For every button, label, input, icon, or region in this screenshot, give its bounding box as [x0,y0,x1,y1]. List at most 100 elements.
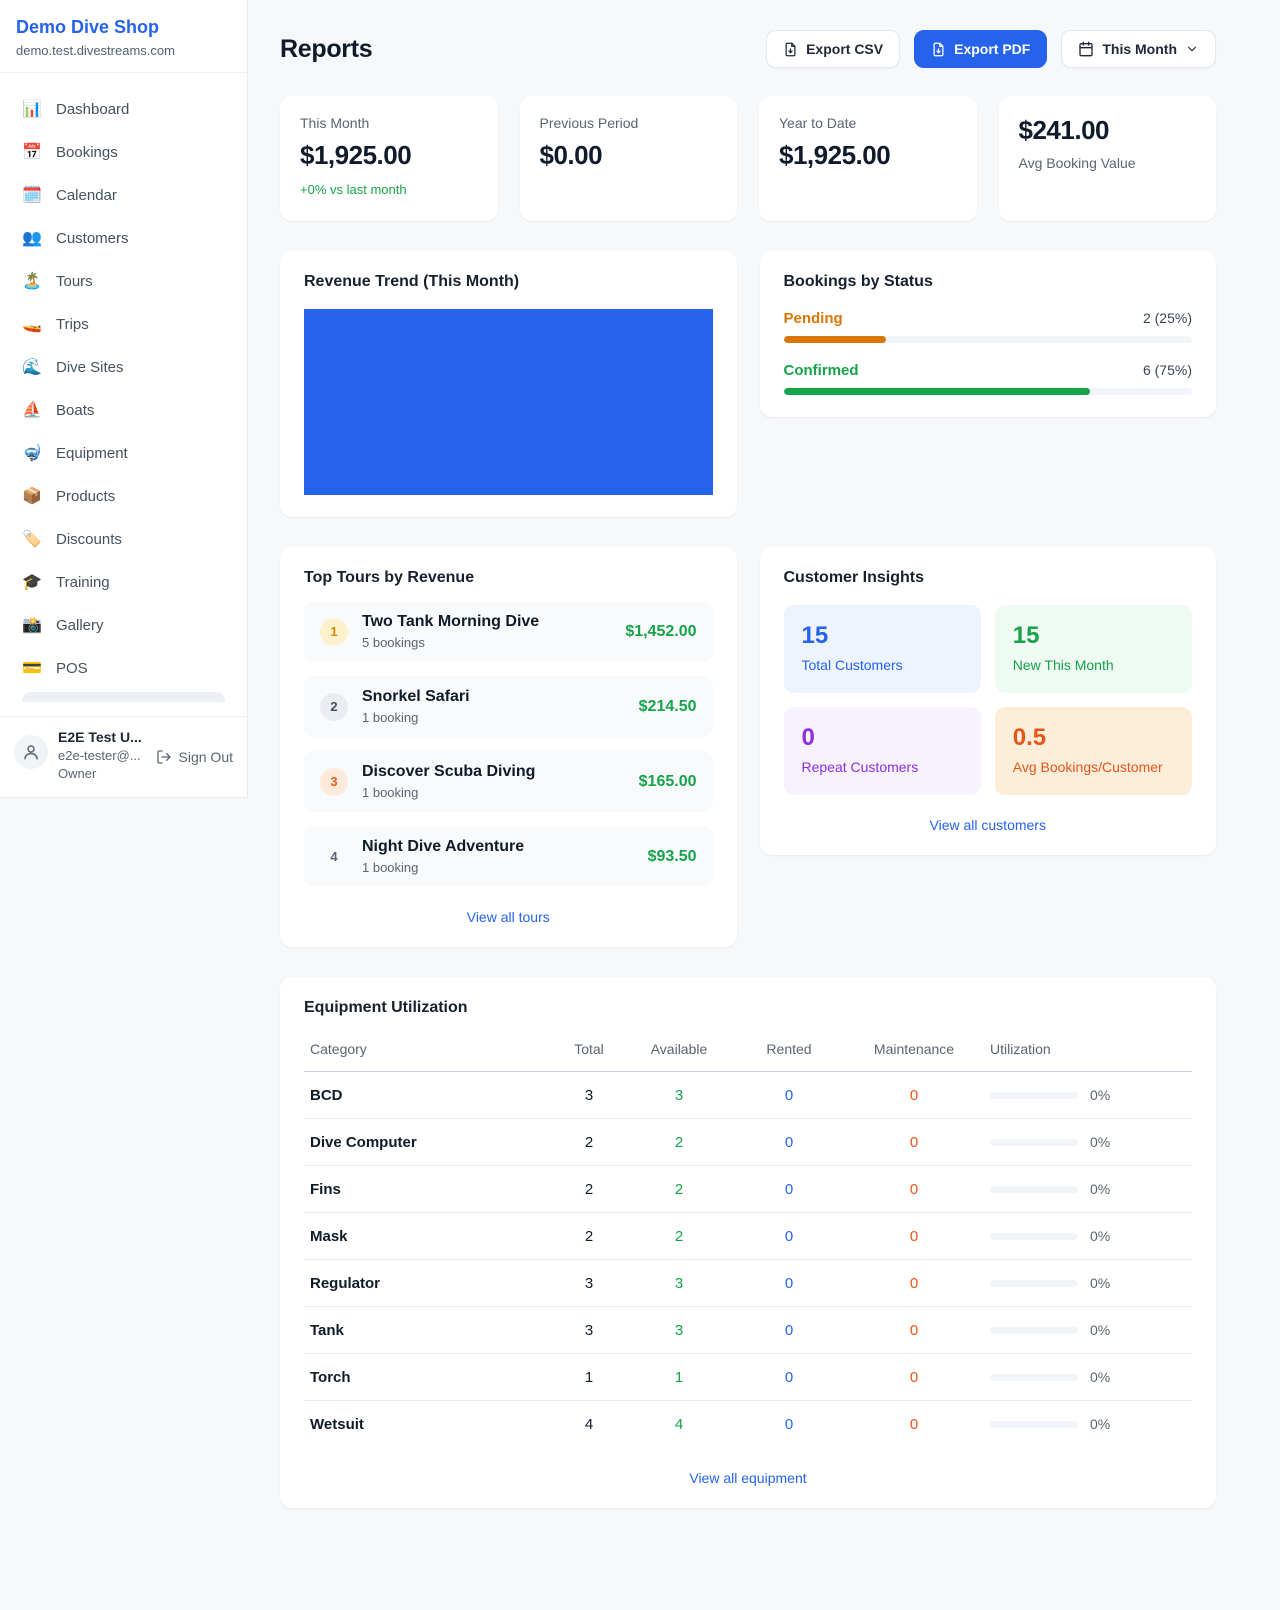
revenue-trend-title: Revenue Trend (This Month) [304,273,520,290]
sidebar-item-label: Tours [56,273,93,290]
diving-mask-icon: 🤿 [22,444,42,462]
tour-list-item: 2 Snorkel Safari 1 booking $214.50 [304,676,713,737]
spiral-calendar-icon: 🗓️ [22,186,42,204]
user-panel: E2E Test U... e2e-tester@... Owner Sign … [0,716,247,797]
cell-available: 3 [624,1306,734,1354]
tile-repeat-customers: 0 Repeat Customers [783,707,981,795]
sidebar-item-label: Training [56,574,110,591]
column-header-available: Available [624,1033,734,1072]
sidebar-item-dashboard[interactable]: 📊 Dashboard [12,88,235,131]
bookings-by-status-panel: Bookings by Status Pending 2 (25%) Confi… [759,251,1216,417]
tile-label: Repeat Customers [801,759,919,775]
cell-maintenance: 0 [909,1415,919,1433]
utilization-cell: 0% [990,1181,1186,1197]
shop-header: Demo Dive Shop demo.test.divestreams.com [0,0,247,73]
utilization-percent: 0% [1090,1181,1111,1197]
sidebar-item-equipment[interactable]: 🤿 Equipment [12,432,235,475]
equipment-table: Category Total Available Rented Maintena… [304,1033,1192,1448]
sidebar-item-training[interactable]: 🎓 Training [12,561,235,604]
period-select[interactable]: This Month [1061,30,1216,68]
stat-card-previous-period: Previous Period $0.00 [519,96,737,221]
revenue-trend-panel: Revenue Trend (This Month) [280,251,737,517]
tour-bookings: 1 booking [362,860,419,875]
avatar [14,735,48,769]
column-header-utilization: Utilization [984,1033,1192,1072]
sidebar: Demo Dive Shop demo.test.divestreams.com… [0,0,248,798]
main-content: Reports Export CSV Export PDF This Month… [248,0,1280,1548]
sailboat-icon: ⛵ [22,401,42,419]
sidebar-item-label: Dashboard [56,101,130,118]
insights-row: Top Tours by Revenue 1 Two Tank Morning … [280,547,1216,947]
file-download-icon [933,42,944,56]
cell-available: 4 [674,1415,684,1433]
cell-total: 3 [554,1259,624,1307]
user-meta: E2E Test U... e2e-tester@... Owner [58,729,146,781]
sidebar-item-pos[interactable]: 💳 POS [12,647,235,690]
chevron-down-icon [1187,46,1197,52]
sidebar-item-discounts[interactable]: 🏷️ Discounts [12,518,235,561]
column-header-maintenance: Maintenance [844,1033,984,1072]
tour-name: Snorkel Safari [362,688,470,705]
sidebar-item-bookings[interactable]: 📅 Bookings [12,131,235,174]
export-pdf-label: Export PDF [954,41,1031,57]
sidebar-item-label: Calendar [56,187,117,204]
sidebar-item-gallery[interactable]: 📸 Gallery [12,604,235,647]
utilization-track [990,1326,1078,1334]
graduation-cap-icon: 🎓 [22,573,42,591]
tile-label: Total Customers [801,657,903,673]
charts-row: Revenue Trend (This Month) Bookings by S… [280,251,1216,517]
sidebar-item-dive-sites[interactable]: 🌊 Dive Sites [12,346,235,389]
top-tours-panel: Top Tours by Revenue 1 Two Tank Morning … [280,547,737,947]
tile-new-this-month: 15 New This Month [994,605,1192,693]
sidebar-item-label: Products [56,488,116,505]
stat-label: Previous Period [539,115,639,131]
cell-maintenance: 0 [844,1306,984,1354]
calendar-date-icon: 📅 [22,143,42,161]
cell-rented: 0 [734,1212,844,1260]
sidebar-item-label: Dive Sites [56,359,124,376]
table-header-row: Category Total Available Rented Maintena… [304,1033,1192,1072]
utilization-percent: 0% [1090,1416,1111,1433]
wave-icon: 🌊 [22,358,42,376]
status-value-confirmed: 6 (75%) [1142,362,1192,378]
sign-out-button[interactable]: Sign Out [156,749,233,765]
table-row: Dive Computer 2 2 0 0 0% [304,1118,1192,1166]
view-all-tours-link[interactable]: View all tours [304,909,713,925]
table-row: BCD 3 3 0 0 0% [304,1071,1192,1119]
sidebar-item-label: Customers [56,230,129,247]
tour-bookings: 1 booking [362,710,419,725]
period-select-value: This Month [1102,41,1177,57]
rank-badge: 2 [320,692,348,721]
cell-category: Wetsuit [310,1415,364,1433]
table-row: Mask 2 2 0 0 0% [304,1212,1192,1260]
utilization-percent: 0% [1090,1228,1111,1244]
sidebar-item-label: Discounts [56,531,122,548]
sidebar-item-customers[interactable]: 👥 Customers [12,217,235,260]
export-csv-button[interactable]: Export CSV [766,30,901,68]
export-pdf-button[interactable]: Export PDF [914,30,1048,68]
utilization-cell: 0% [990,1369,1186,1385]
speedboat-icon: 🚤 [22,315,42,333]
view-all-customers-link[interactable]: View all customers [784,817,1193,833]
sidebar-item-products[interactable]: 📦 Products [12,475,235,518]
sidebar-item-calendar[interactable]: 🗓️ Calendar [12,174,235,217]
view-all-equipment-link[interactable]: View all equipment [304,1470,1192,1486]
stats-grid: This Month $1,925.00 +0% vs last month P… [280,96,1216,221]
tour-bookings: 5 bookings [362,635,425,650]
status-label-confirmed: Confirmed [783,362,859,379]
rank-badge: 1 [320,617,348,646]
cell-total: 2 [554,1118,624,1166]
cell-rented: 0 [734,1118,844,1166]
cell-category: Mask [304,1212,554,1260]
sidebar-item-trips[interactable]: 🚤 Trips [12,303,235,346]
calendar-icon [1079,41,1094,57]
cell-total: 2 [554,1165,624,1213]
sidebar-item-label: Bookings [56,144,118,161]
cell-maintenance: 0 [844,1353,984,1401]
file-download-icon [785,42,796,56]
sidebar-item-tours[interactable]: 🏝️ Tours [12,260,235,303]
stat-delta: +0% vs last month [300,182,407,197]
sidebar-item-boats[interactable]: ⛵ Boats [12,389,235,432]
tour-revenue: $165.00 [638,772,697,790]
island-icon: 🏝️ [22,272,42,290]
